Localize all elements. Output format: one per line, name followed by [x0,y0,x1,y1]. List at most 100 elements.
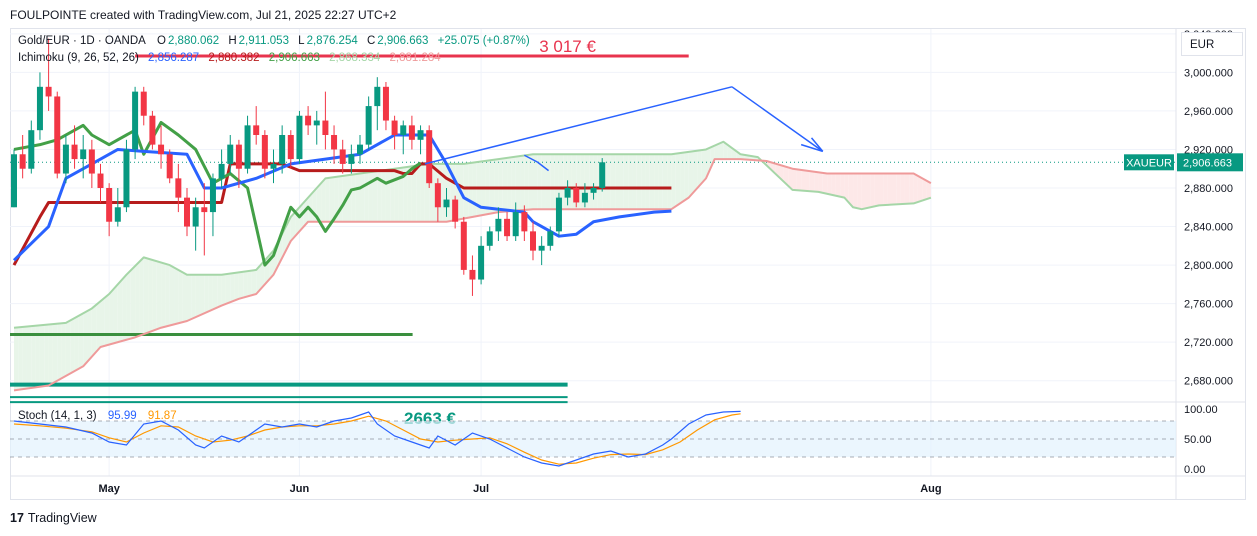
close-value: 2,906.663 [377,35,429,47]
candle-body [564,188,571,198]
low-value: 2,876.254 [306,35,358,47]
kumo-cloud-bull [251,269,257,296]
symbol-tag: XAUEUR [1126,157,1172,169]
kumo-cloud-bear [861,173,867,210]
kumo-cloud-bull [169,265,175,326]
candle-body [374,86,381,107]
kumo-cloud-bull [528,154,533,210]
kumo-cloud-bull [381,169,386,222]
projection-arrow-down [731,86,824,152]
kumo-cloud-bear [909,173,914,204]
candle-body [495,218,502,232]
ichimoku-span-b-value: 2,881.284 [389,52,441,64]
candle-body [11,154,17,208]
kumo-cloud-bull [398,167,404,222]
price-axis-label: 2,960.000 [1184,106,1233,118]
kumo-cloud-bull [407,166,412,222]
kumo-cloud-bear [870,173,875,208]
kumo-cloud-bull [225,273,231,304]
kumo-cloud-bull [684,151,689,201]
candle-body [573,188,580,203]
symbol-name[interactable]: Gold/EUR · 1D · OANDA [18,35,146,47]
kumo-cloud-bull [524,154,529,210]
tradingview-logo[interactable]: 17 TradingView [10,511,97,525]
kumo-cloud-bull [174,267,179,325]
price-axis-label: 2,760.000 [1184,299,1233,311]
kumo-cloud-bull [645,154,650,210]
candle-body [443,199,450,208]
candle-body [158,144,165,155]
kumo-cloud-bull [628,154,633,210]
candle-body [261,135,268,169]
kumo-cloud-bull [256,265,261,294]
kumo-cloud-bull [18,326,23,390]
kumo-cloud-bull [217,274,222,308]
kumo-cloud-bull [96,301,101,352]
kumo-cloud-bull [74,315,79,372]
candle-body [313,120,320,126]
candle-body [305,115,312,126]
kumo-cloud-bull [195,274,200,318]
chart-frame [10,28,1246,500]
candle-body [227,144,234,164]
kumo-cloud-bull [325,177,330,222]
kumo-cloud-bull [14,327,19,391]
time-axis-label: Jul [473,483,489,495]
kumo-cloud-bear [900,173,905,205]
kumo-cloud-bull [364,172,369,222]
kumo-cloud-bear [818,172,823,193]
kumo-cloud-bull [654,154,659,210]
kumo-cloud-bull [52,323,58,384]
kumo-cloud-bull [39,324,45,387]
kumo-cloud-bull [182,272,187,323]
kumo-cloud-bear [891,173,897,205]
arrowhead-right-a [800,143,823,153]
kumo-cloud-bull [152,259,157,331]
kumo-cloud-bull [347,174,352,222]
chikou-span-line [13,120,422,267]
kumo-cloud-bull [697,150,702,188]
candle-body [244,125,251,169]
stoch-label[interactable]: Stoch (14, 1, 3) [18,410,97,422]
kumo-cloud-bear [848,173,854,208]
candle-body [547,231,554,246]
kumo-cloud-bull [100,297,105,347]
kumo-cloud-bull [403,166,408,222]
kumo-cloud-bear [853,173,858,209]
stoch-legend: Stoch (14, 1, 3) 95.99 91.87 [18,410,179,422]
kumo-cloud-bull [411,165,417,222]
senkou-span-a-line [13,140,932,329]
kumo-cloud-bull [619,154,624,210]
candle-body [296,115,303,160]
candle-body [512,212,519,237]
candle-body [322,120,329,135]
candle-body [123,149,130,208]
currency-button[interactable]: EUR [1181,32,1243,56]
price-axis-label: 3,000.000 [1184,67,1233,79]
chart-caption: FOULPOINTE created with TradingView.com,… [10,8,397,22]
candle-body [434,183,441,208]
candle-body [88,149,95,174]
kumo-cloud-bull [321,178,326,222]
kumo-cloud-bear [801,169,806,191]
candle-body [175,178,182,198]
price-axis-label: 2,800.000 [1184,260,1233,272]
kumo-cloud-bull [615,154,620,210]
kumo-cloud-bull [723,141,728,160]
candle-body [426,130,433,184]
kumo-cloud-bull [610,154,616,210]
price-axis-label: 2,840.000 [1184,222,1233,234]
kumo-cloud-bull [303,197,309,227]
kumo-cloud-bull [718,141,724,160]
kumo-cloud-bull [338,175,343,222]
candle-body [62,144,69,174]
kumo-cloud-bull [554,154,559,210]
candle-body [486,231,493,246]
stoch-band [10,421,1176,457]
kumo-cloud-bear [770,162,776,174]
kumo-cloud-bear [822,172,828,194]
kumo-cloud-bull [688,151,694,198]
ichimoku-tenkan-value: 2,856.287 [148,52,200,64]
ichimoku-label[interactable]: Ichimoku (9, 26, 52, 26) [18,52,139,64]
